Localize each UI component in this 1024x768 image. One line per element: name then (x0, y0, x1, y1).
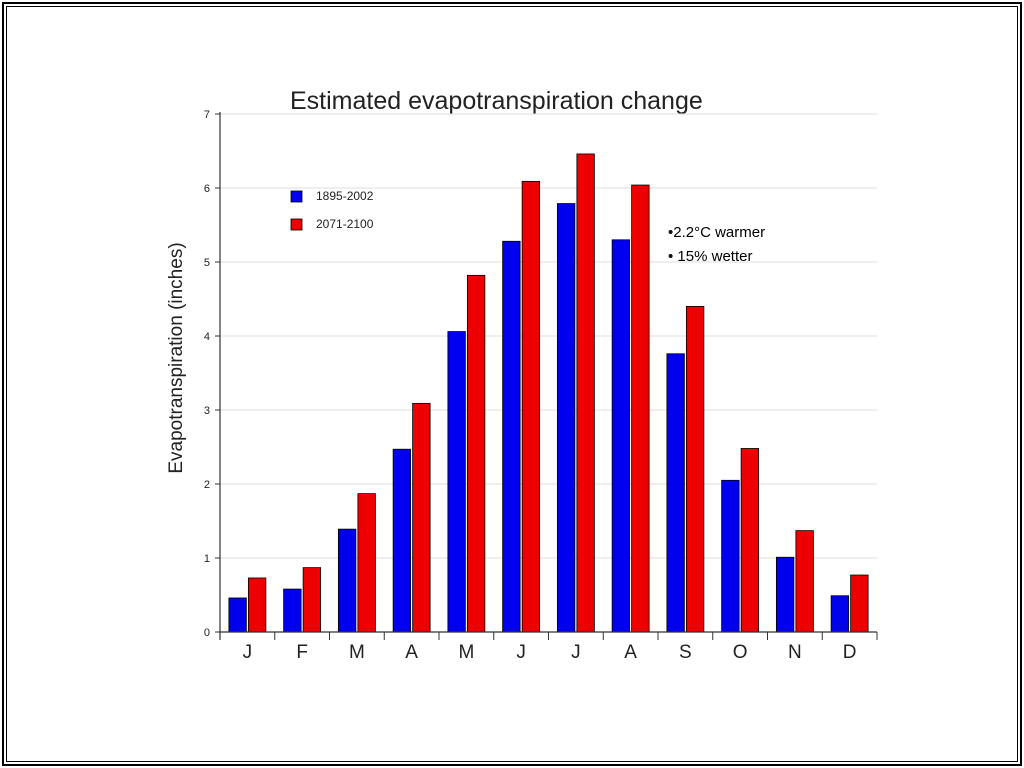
x-tick-label: A (624, 642, 637, 663)
x-tick-label: J (571, 642, 581, 663)
bar-future-7 (631, 184, 650, 633)
bar-baseline-6 (556, 203, 576, 633)
bar-baseline-10 (775, 556, 795, 633)
gridlines (220, 113, 877, 559)
bar-baseline-9 (721, 479, 740, 633)
y-tick-label: 0 (204, 627, 210, 639)
y-axis-label: Evapotranspiration (inches) (166, 242, 187, 473)
legend-label: 1895-2002 (316, 189, 374, 203)
bar-baseline-7 (611, 239, 631, 633)
annotation-warmer: •2.2°C warmer (668, 224, 766, 241)
bar-baseline-1 (283, 588, 302, 633)
legend-label: 2071-2100 (316, 217, 374, 231)
bar-future-1 (302, 567, 322, 633)
x-tick-label: A (405, 642, 418, 663)
y-tick-label: 2 (204, 479, 210, 491)
bar-baseline-5 (502, 240, 521, 633)
slide-frame-inner (6, 6, 1018, 762)
y-tick-label: 3 (204, 405, 210, 417)
x-tick-label: J (243, 642, 253, 663)
x-tick-label: M (349, 642, 365, 663)
x-tick-label: N (788, 642, 802, 663)
x-tick-label: O (733, 642, 748, 663)
bar-baseline-0 (228, 597, 247, 633)
y-tick-label: 5 (204, 257, 210, 269)
bar-future-0 (247, 577, 267, 633)
x-tick-label: F (296, 642, 308, 663)
y-tick-label: 7 (204, 109, 210, 121)
legend-swatch (290, 190, 303, 203)
bar-future-11 (850, 574, 869, 633)
legend: 1895-2002 2071-2100 (290, 189, 374, 231)
x-tick-label: D (843, 642, 857, 663)
bar-future-10 (795, 530, 814, 633)
bar-future-4 (466, 274, 486, 633)
bar-future-5 (521, 180, 541, 633)
bar-future-8 (685, 305, 705, 633)
bar-future-3 (412, 402, 431, 633)
y-tick-label: 6 (204, 183, 210, 195)
bar-future-9 (740, 448, 760, 633)
chart-title: Estimated evapotranspiration change (290, 87, 703, 115)
bar-baseline-11 (830, 595, 850, 633)
bars (228, 153, 869, 633)
x-tick-label: J (516, 642, 526, 663)
bar-future-6 (576, 153, 595, 633)
y-tick-label: 4 (204, 331, 210, 343)
annotation-wetter: • 15% wetter (668, 248, 753, 265)
tick-labels: 0 1 2 3 4 5 6 7 J F M A M J J A S O N D (204, 109, 857, 663)
bar-future-2 (357, 493, 376, 633)
y-tick-label: 1 (204, 553, 210, 565)
bar-baseline-3 (392, 448, 412, 633)
x-tick-label: S (679, 642, 692, 663)
bar-baseline-8 (666, 353, 685, 633)
bar-baseline-4 (447, 331, 466, 633)
legend-swatch (290, 218, 303, 231)
x-tick-label: M (458, 642, 474, 663)
axes (215, 112, 878, 640)
bar-baseline-2 (337, 528, 357, 633)
